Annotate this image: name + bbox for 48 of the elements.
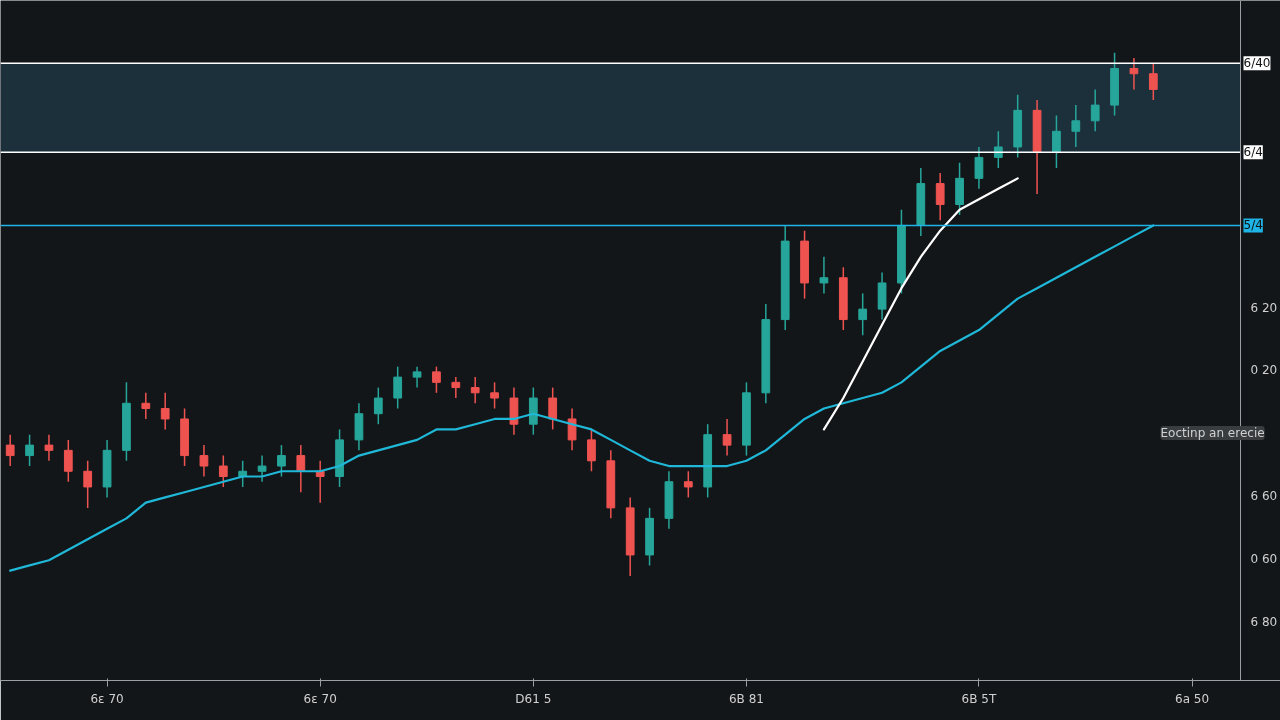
text: 6 20 [1250, 300, 1278, 315]
candlestick [1052, 114, 1061, 169]
candlestick [470, 376, 480, 405]
candlestick [44, 433, 54, 462]
x-tick-label: D61 5 [515, 691, 552, 706]
candlestick [1090, 88, 1100, 133]
x-tick-label: 6ε 70 [90, 691, 124, 706]
candlestick [5, 433, 15, 467]
candlestick [199, 444, 209, 478]
text: 0 20 [1250, 363, 1278, 378]
candlestick [373, 386, 383, 425]
candlestick [819, 256, 829, 295]
candlestick [218, 454, 228, 488]
candlestick [83, 460, 93, 509]
candlestick [1071, 104, 1081, 148]
candlestick [393, 365, 403, 410]
annotation: 6/4 [1243, 145, 1263, 160]
candlestick [587, 428, 596, 473]
candlestick [25, 433, 34, 467]
x-tick-label: 6ε 70 [303, 691, 337, 706]
candlestick [257, 454, 267, 483]
candlestick [432, 365, 441, 394]
x-tick-label: 6B 5T [961, 691, 997, 706]
candlestick [722, 418, 732, 457]
candlestick [296, 444, 306, 493]
candlestick [974, 146, 984, 190]
annotation: 6/40 [1243, 56, 1271, 71]
candlestick [141, 392, 151, 420]
candlestick [277, 444, 286, 478]
candlestick [451, 376, 461, 399]
text: 6 60 [1250, 488, 1278, 503]
annotation: 5/4 [1243, 218, 1263, 233]
x-tick-label: 6a 50 [1175, 691, 1210, 706]
candlestick [567, 407, 577, 452]
x-tick-label: 6B 81 [728, 691, 764, 706]
candlestick [490, 381, 499, 410]
candlestick [858, 292, 868, 337]
candlestick [63, 439, 73, 483]
candlestick [683, 470, 693, 499]
candlestick [548, 386, 558, 431]
candlestick [935, 172, 945, 221]
candlestick [1129, 57, 1139, 91]
text: 6 80 [1250, 614, 1278, 629]
candlestick [1148, 62, 1158, 101]
annotation: Eoctinp an erecie [1160, 426, 1265, 441]
candlestick [160, 392, 170, 431]
text: 0 60 [1250, 551, 1278, 566]
candlestick [412, 365, 422, 389]
